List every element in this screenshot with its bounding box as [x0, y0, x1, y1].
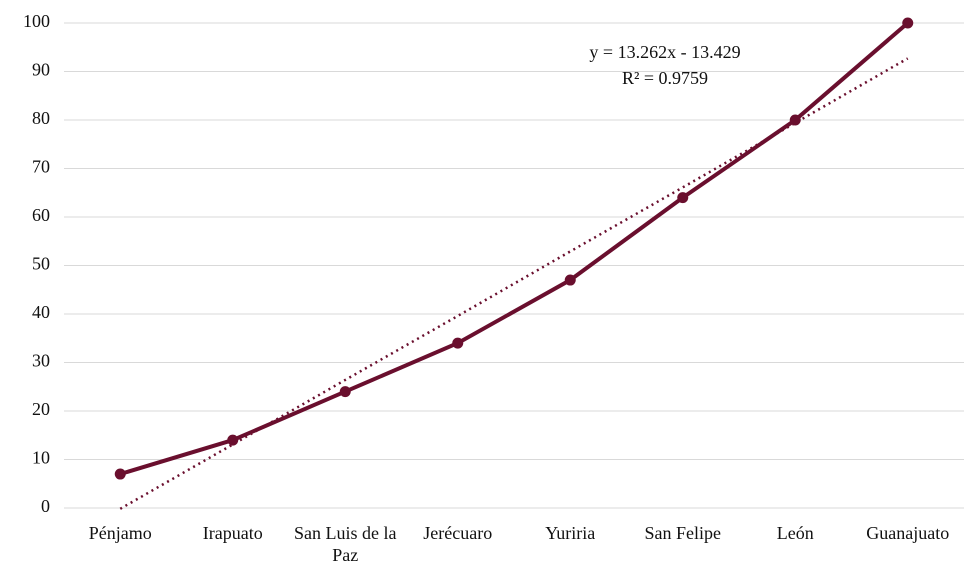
y-tick-label: 40 — [32, 302, 50, 322]
y-tick-label: 0 — [41, 496, 50, 516]
y-tick-label: 90 — [32, 60, 50, 80]
marker — [902, 17, 914, 29]
y-tick-label: 20 — [32, 399, 50, 419]
y-tick-label: 10 — [32, 448, 50, 468]
marker — [677, 192, 689, 204]
marker — [789, 114, 801, 126]
marker — [114, 468, 126, 480]
y-tick-label: 60 — [32, 205, 50, 225]
y-tick-label: 50 — [32, 254, 50, 274]
line — [119, 21, 910, 476]
x-tick-label: Pénjamo — [88, 523, 152, 543]
x-tick-label: Yuriria — [545, 523, 596, 543]
x-tick-label: San Luis de la Paz — [294, 523, 397, 565]
annotation: y = 13.262x - 13.429 — [589, 42, 740, 62]
x-tick-label: León — [776, 523, 814, 543]
y-tick-label: 70 — [32, 157, 50, 177]
x-tick-label: Guanajuato — [866, 523, 950, 543]
marker — [339, 386, 351, 398]
x-tick-label: Jerécuaro — [423, 523, 493, 543]
y-tick-label: 30 — [32, 351, 50, 371]
marker — [227, 434, 239, 446]
y-tick-label: 100 — [23, 11, 50, 31]
x-tick-label: San Felipe — [644, 523, 722, 543]
y-tick-label: 80 — [32, 108, 50, 128]
x-tick-label: Irapuato — [202, 523, 263, 543]
marker — [564, 274, 576, 286]
annotation: R² = 0.9759 — [622, 68, 708, 88]
marker — [452, 337, 464, 349]
